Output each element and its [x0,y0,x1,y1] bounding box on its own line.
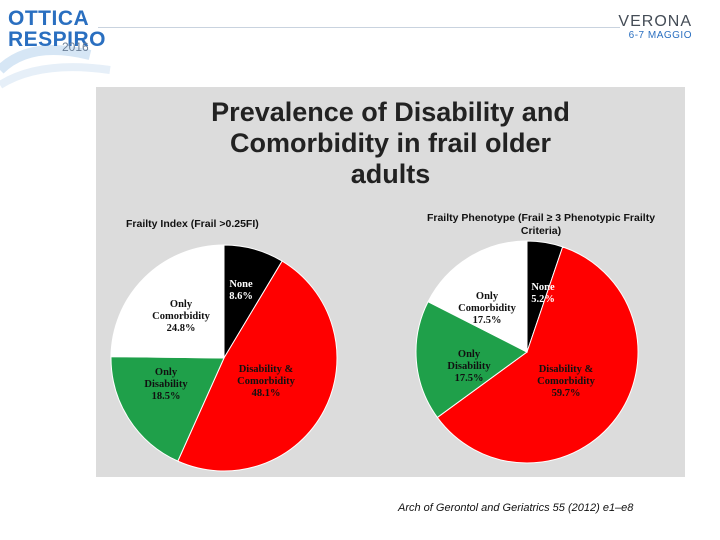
slice-label-line: Only [170,299,193,310]
citation: Arch of Gerontol and Geriatrics 55 (2012… [398,502,634,514]
pie-slice-only-disability [415,301,528,419]
slice-label-line: None [531,282,555,293]
header-divider [98,27,620,28]
slice-label-line: Disability [447,361,491,372]
slice-label-line: None [229,279,253,290]
slide-panel: Prevalence of Disability and Comorbidity… [96,87,685,477]
pie-slice-only-disability [110,356,225,462]
slice-label-line: Only [155,367,178,378]
title-line-2: Comorbidity in frail older [229,128,552,158]
pie-slice-only-comorbidity [427,240,528,353]
slice-label-only-disability: Only Disability 18.5% [144,367,188,402]
slice-label-none: None 5.2% [531,282,555,305]
slice-label-line: Comorbidity [152,311,211,322]
slice-label-line: 59.7% [552,388,581,399]
slice-label-line: Comorbidity [237,376,296,387]
slice-label-line: 5.2% [531,294,555,305]
slice-label-line: Comorbidity [537,376,596,387]
slice-label-disability-comorbidity: Disability & Comorbidity 48.1% [237,364,296,399]
slice-label-line: 18.5% [152,391,181,402]
slice-label-line: Disability & [539,364,594,375]
logo-respiro: RESPIRO [8,28,107,51]
pie-slice-only-comorbidity [110,244,225,359]
slice-label-line: Disability [144,379,188,390]
slice-label-only-disability: Only Disability 17.5% [447,349,491,384]
logo-swirl [0,45,111,89]
slide-title: Prevalence of Disability and Comorbidity… [96,97,685,190]
chart-2-title-line-1: Frailty Phenotype (Frail ≥ 3 Phenotypic … [426,212,656,224]
slice-label-line: Comorbidity [458,303,517,314]
pie-slice-disability-comorbidity [436,246,639,464]
slice-label-only-comorbidity: Only Comorbidity 17.5% [458,291,517,326]
slice-label-line: 17.5% [455,373,484,384]
slice-label-only-comorbidity: Only Comorbidity 24.8% [152,299,211,334]
slice-label-line: 17.5% [473,315,502,326]
logo-ottica: OTTICA [8,7,90,30]
slice-label-line: 48.1% [252,388,281,399]
slice-label-none: None 8.6% [229,279,253,302]
title-line-1: Prevalence of Disability and [211,97,570,127]
slice-label-disability-comorbidity: Disability & Comorbidity 59.7% [537,364,596,399]
pie-chart-frailty-index: None 8.6%Disability & Comorbidity 48.1%Only… [110,244,338,472]
pie-chart-frailty-phenotype: None 5.2%Disability & Comorbidity 59.7%Only… [415,240,639,464]
slice-label-line: 8.6% [229,291,253,302]
logo-year: 2016 [62,40,89,54]
pie-slice-disability-comorbidity [177,260,338,472]
chart-2-title-line-2: Criteria) [520,225,562,237]
pie-charts: None 8.6%Disability & Comorbidity 48.1%Only… [110,240,639,472]
slice-label-line: Only [458,349,481,360]
event-dates: 6-7 MAGGIO [628,30,692,41]
title-line-3: adults [350,159,431,189]
event-city: VERONA [618,13,692,30]
slice-label-line: Only [476,291,499,302]
chart-2-title: Frailty Phenotype (Frail ≥ 3 Phenotypic … [406,212,676,238]
chart-1-title: Frailty Index (Frail >0.25FI) [126,218,259,230]
slice-label-line: 24.8% [167,323,196,334]
slice-label-line: Disability & [239,364,294,375]
